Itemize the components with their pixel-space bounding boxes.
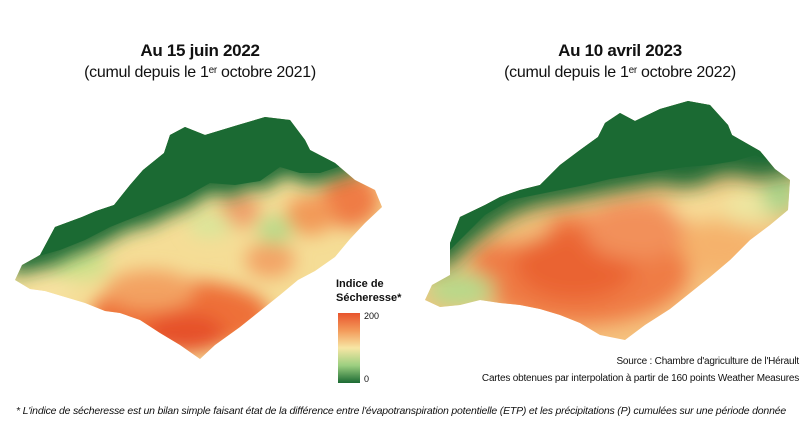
source-line: Source : Chambre d'agriculture de l'Héra… (616, 356, 799, 367)
legend-title-line2: Sécheresse* (336, 292, 402, 304)
legend-color-scale (338, 313, 360, 383)
legend: Indice de Sécheresse* 200 0 (336, 277, 416, 384)
legend-min-label: 0 (364, 374, 370, 384)
left-map-title: Au 15 juin 2022 (140, 41, 260, 60)
method-line: Cartes obtenues par interpolation à part… (481, 373, 799, 384)
left-map-title-block: Au 15 juin 2022 (cumul depuis le 1er oct… (20, 40, 380, 84)
legend-max-label: 200 (364, 311, 380, 321)
right-map-title-block: Au 10 avril 2023 (cumul depuis le 1er oc… (430, 40, 810, 84)
left-map-subtitle: (cumul depuis le 1er octobre 2021) (84, 64, 316, 81)
right-map-subtitle: (cumul depuis le 1er octobre 2022) (504, 64, 736, 81)
legend-title-line1: Indice de (336, 278, 384, 290)
right-map-title: Au 10 avril 2023 (558, 41, 682, 60)
drought-map-2023 (425, 101, 790, 340)
drought-map-2022 (15, 117, 382, 359)
footnote: * L'indice de sécheresse est un bilan si… (16, 405, 786, 417)
